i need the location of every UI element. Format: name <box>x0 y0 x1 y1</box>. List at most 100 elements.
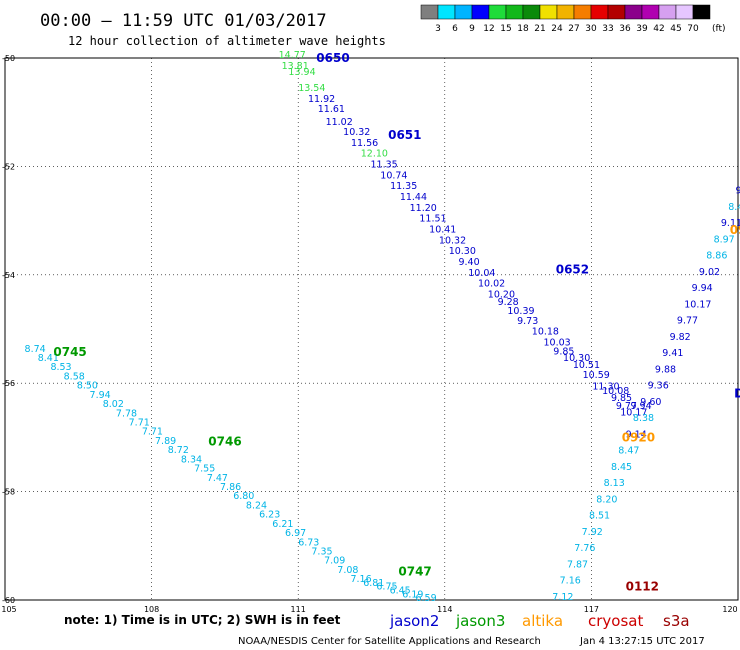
swh-value: 9.02 <box>699 267 720 278</box>
swh-value: 9.77 <box>616 401 637 412</box>
swh-value: 10.59 <box>583 370 610 381</box>
swh-value: 6.19 <box>402 589 423 600</box>
swh-value: 6.59 <box>415 593 436 604</box>
axis-tick-labels: 105 108 111 114 117 120 -50 -52 -54 -56 -58 -60 <box>1 54 737 614</box>
swh-value: 10.32 <box>439 235 466 246</box>
swh-value: 10.18 <box>532 326 559 337</box>
swh-value: 11.56 <box>351 138 378 149</box>
swh-value: 8.58 <box>64 371 85 382</box>
y-tick-label: -50 <box>2 54 15 63</box>
swh-value: 7.12 <box>552 592 573 603</box>
swh-value: 10.39 <box>507 306 534 317</box>
swh-value: 9.88 <box>655 364 676 375</box>
swh-value: 8.24 <box>246 500 267 511</box>
swh-value: 9.82 <box>670 332 691 343</box>
footer-note: note: 1) Time is in UTC; 2) SWH is in fe… <box>64 613 341 627</box>
colorbar-label: 27 <box>568 24 579 34</box>
colorbar-label: 45 <box>670 24 681 34</box>
pass-time-label: D <box>734 386 740 400</box>
colorbar-swatch <box>505 4 524 20</box>
swh-value: 10.02 <box>478 279 505 290</box>
swh-value: 10.30 <box>563 353 590 364</box>
satellite-tracks: 14.7713.8113.9413.5411.9211.6111.0210.32… <box>25 50 740 604</box>
colorbar-label: 6 <box>452 24 458 34</box>
swh-value: 10.74 <box>380 170 407 181</box>
swh-value: 8.86 <box>706 251 727 262</box>
swh-value: 11.35 <box>390 181 417 192</box>
y-tick-label: -60 <box>2 596 15 605</box>
swh-value: 9.85 <box>553 346 574 357</box>
swh-value: 8.20 <box>596 494 617 505</box>
legend-entry: altika <box>522 612 563 630</box>
colorbar-label: 70 <box>687 24 699 34</box>
colorbar-swatch <box>471 4 490 20</box>
swh-value: 8.50 <box>77 381 98 392</box>
swh-value: 9.14 <box>626 429 647 440</box>
swh-value: 7.47 <box>207 473 228 484</box>
swh-value: 7.86 <box>220 482 241 493</box>
y-tick-label: -54 <box>2 271 15 280</box>
colorbar-swatch <box>692 4 711 20</box>
swh-value: 6.73 <box>298 537 319 548</box>
swh-value: 9.73 <box>517 316 538 327</box>
swh-value: 12.10 <box>361 149 388 160</box>
swh-value: 9.36 <box>648 381 669 392</box>
swh-value: 7.76 <box>574 543 595 554</box>
colorbar-swatch <box>454 4 473 20</box>
swh-value: 7.87 <box>567 559 588 570</box>
swh-value: 10.08 <box>602 386 629 397</box>
swh-value: 7.78 <box>116 408 137 419</box>
swh-value: 6.45 <box>390 585 411 596</box>
swh-value: 11.92 <box>308 94 335 105</box>
pass-time-label: 0745 <box>53 345 86 359</box>
colorbar-swatch <box>539 4 558 20</box>
figure-title: 00:00 – 11:59 UTC 01/03/2017 <box>40 11 327 31</box>
swh-value: 6.75 <box>376 582 397 593</box>
swh-value: 9.94 <box>692 283 713 294</box>
swh-value: 6.97 <box>285 528 306 539</box>
swh-value: 6.23 <box>259 510 280 521</box>
colorbar-label: 12 <box>483 24 494 34</box>
swh-value: 11.51 <box>419 214 446 225</box>
colorbar-swatch <box>675 4 694 20</box>
swh-value: 10.17 <box>684 299 711 310</box>
pass-time-labels: 0650 0651 0652 0745 0746 0747 0920 0112 09 D <box>53 51 740 593</box>
colorbar: 3 6 9 12 15 18 21 24 27 30 33 36 39 42 45 70 <box>420 4 711 34</box>
swh-value: 11.35 <box>371 159 398 170</box>
colorbar-swatch <box>573 4 592 20</box>
swh-value: 6.21 <box>272 519 293 530</box>
colorbar-label: 39 <box>636 24 648 34</box>
swh-value: 7.71 <box>142 427 163 438</box>
swh-value: 11.30 <box>592 382 619 393</box>
colorbar-units: (ft) <box>712 24 726 34</box>
legend-entry: jason2 <box>389 612 439 630</box>
swh-value: 8.74 <box>25 344 46 355</box>
legend-entry: s3a <box>663 612 690 630</box>
swh-value: 8.34 <box>181 454 202 465</box>
colorbar-swatch <box>607 4 626 20</box>
swh-value: 11.44 <box>400 192 427 203</box>
legend-entry: cryosat <box>588 612 643 630</box>
swh-value: 8.53 <box>50 362 71 373</box>
swh-value: 9.41 <box>662 348 683 359</box>
colorbar-swatch <box>488 4 507 20</box>
swh-value: 9.85 <box>611 393 632 404</box>
swh-value: 10.17 <box>620 408 647 419</box>
swh-value: 14.77 <box>279 50 306 61</box>
x-tick-label: 111 <box>291 605 306 614</box>
pass-time-label: 0920 <box>622 430 655 444</box>
swh-value: 10.03 <box>544 337 571 348</box>
colorbar-swatch <box>437 4 456 20</box>
swh-value: 9.18 <box>736 186 740 197</box>
colorbar-label: 21 <box>534 24 545 34</box>
pass-time-label: 0746 <box>208 435 241 449</box>
swh-value: 11.20 <box>410 203 437 214</box>
footer-credit: NOAA/NESDIS Center for Satellite Applica… <box>238 636 541 647</box>
swh-value: 13.94 <box>288 67 315 78</box>
colorbar-swatch <box>590 4 609 20</box>
swh-value: 8.46 <box>728 202 740 213</box>
colorbar-swatch <box>658 4 677 20</box>
pass-time-label: 0650 <box>316 51 349 65</box>
y-tick-label: -58 <box>2 488 15 497</box>
